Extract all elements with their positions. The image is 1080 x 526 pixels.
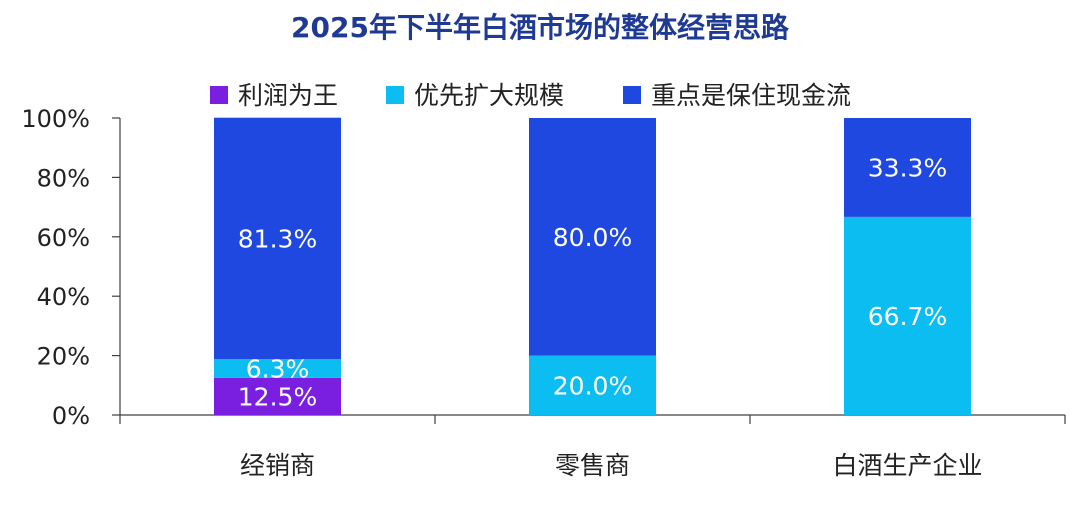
data-label: 20.0%: [553, 371, 632, 400]
bar-segment: [529, 355, 656, 415]
bar-segment: [214, 117, 341, 360]
bar-segment: [529, 118, 656, 356]
data-label: 33.3%: [868, 153, 947, 182]
bar-segment: [214, 359, 341, 378]
data-label: 80.0%: [553, 223, 632, 252]
legend-swatch: [623, 86, 641, 104]
data-label: 81.3%: [238, 224, 317, 253]
y-tick-label: 20%: [37, 343, 90, 371]
bar-segment: [844, 118, 971, 217]
data-label: 6.3%: [246, 355, 310, 384]
data-label: 12.5%: [238, 382, 317, 411]
y-tick-label: 80%: [37, 164, 90, 192]
legend-label: 重点是保住现金流: [651, 81, 851, 110]
x-tick-label: 白酒生产企业: [832, 451, 982, 480]
x-tick-label: 零售商: [555, 451, 630, 480]
legend-label: 优先扩大规模: [414, 81, 564, 110]
legend-label: 利润为王: [238, 81, 338, 110]
y-tick-label: 100%: [21, 105, 90, 133]
y-tick-label: 0%: [52, 402, 90, 430]
chart-title: 2025年下半年白酒市场的整体经营思路: [291, 11, 789, 44]
y-tick-label: 60%: [37, 224, 90, 252]
data-label: 66.7%: [868, 302, 947, 331]
legend-swatch: [210, 86, 228, 104]
x-tick-label: 经销商: [240, 451, 315, 480]
y-tick-label: 40%: [37, 283, 90, 311]
bar-segment: [844, 216, 971, 415]
legend-swatch: [386, 86, 404, 104]
bar-segment: [214, 377, 341, 415]
